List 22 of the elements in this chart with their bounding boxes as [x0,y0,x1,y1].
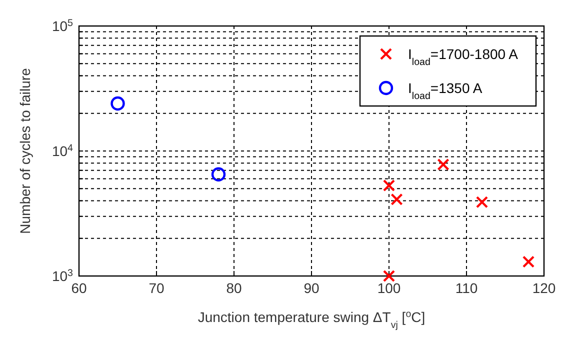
x-tick-label: 80 [226,280,242,296]
legend-label: I$_{load}$=1700-1800 A [408,46,519,68]
x-tick-label: 60 [71,280,87,296]
point [110,96,125,111]
y-tick-label: 10$^{5}$ [52,18,74,34]
point [382,179,396,192]
point [390,193,403,206]
point [522,256,535,268]
x-axis-title: Junction temperature swing ΔT$_{vj}$ [$^{o}$C] [198,308,426,330]
x-tick-label: 100 [377,280,401,296]
x-tick-label: 90 [304,280,320,296]
y-axis-title: Number of cycles to failure [17,68,33,234]
y-tick-label: 10$^{3}$ [52,268,74,284]
point [382,270,396,282]
x-tick-label: 110 [455,280,478,296]
x-tick-label: 120 [532,280,556,296]
point [476,196,488,208]
y-tick-label: 10$^{4}$ [52,142,74,159]
x-tick-label: 70 [148,280,164,296]
point [437,158,450,171]
point [211,167,226,182]
legend-label: I$_{load}$=1350 A [408,80,483,102]
